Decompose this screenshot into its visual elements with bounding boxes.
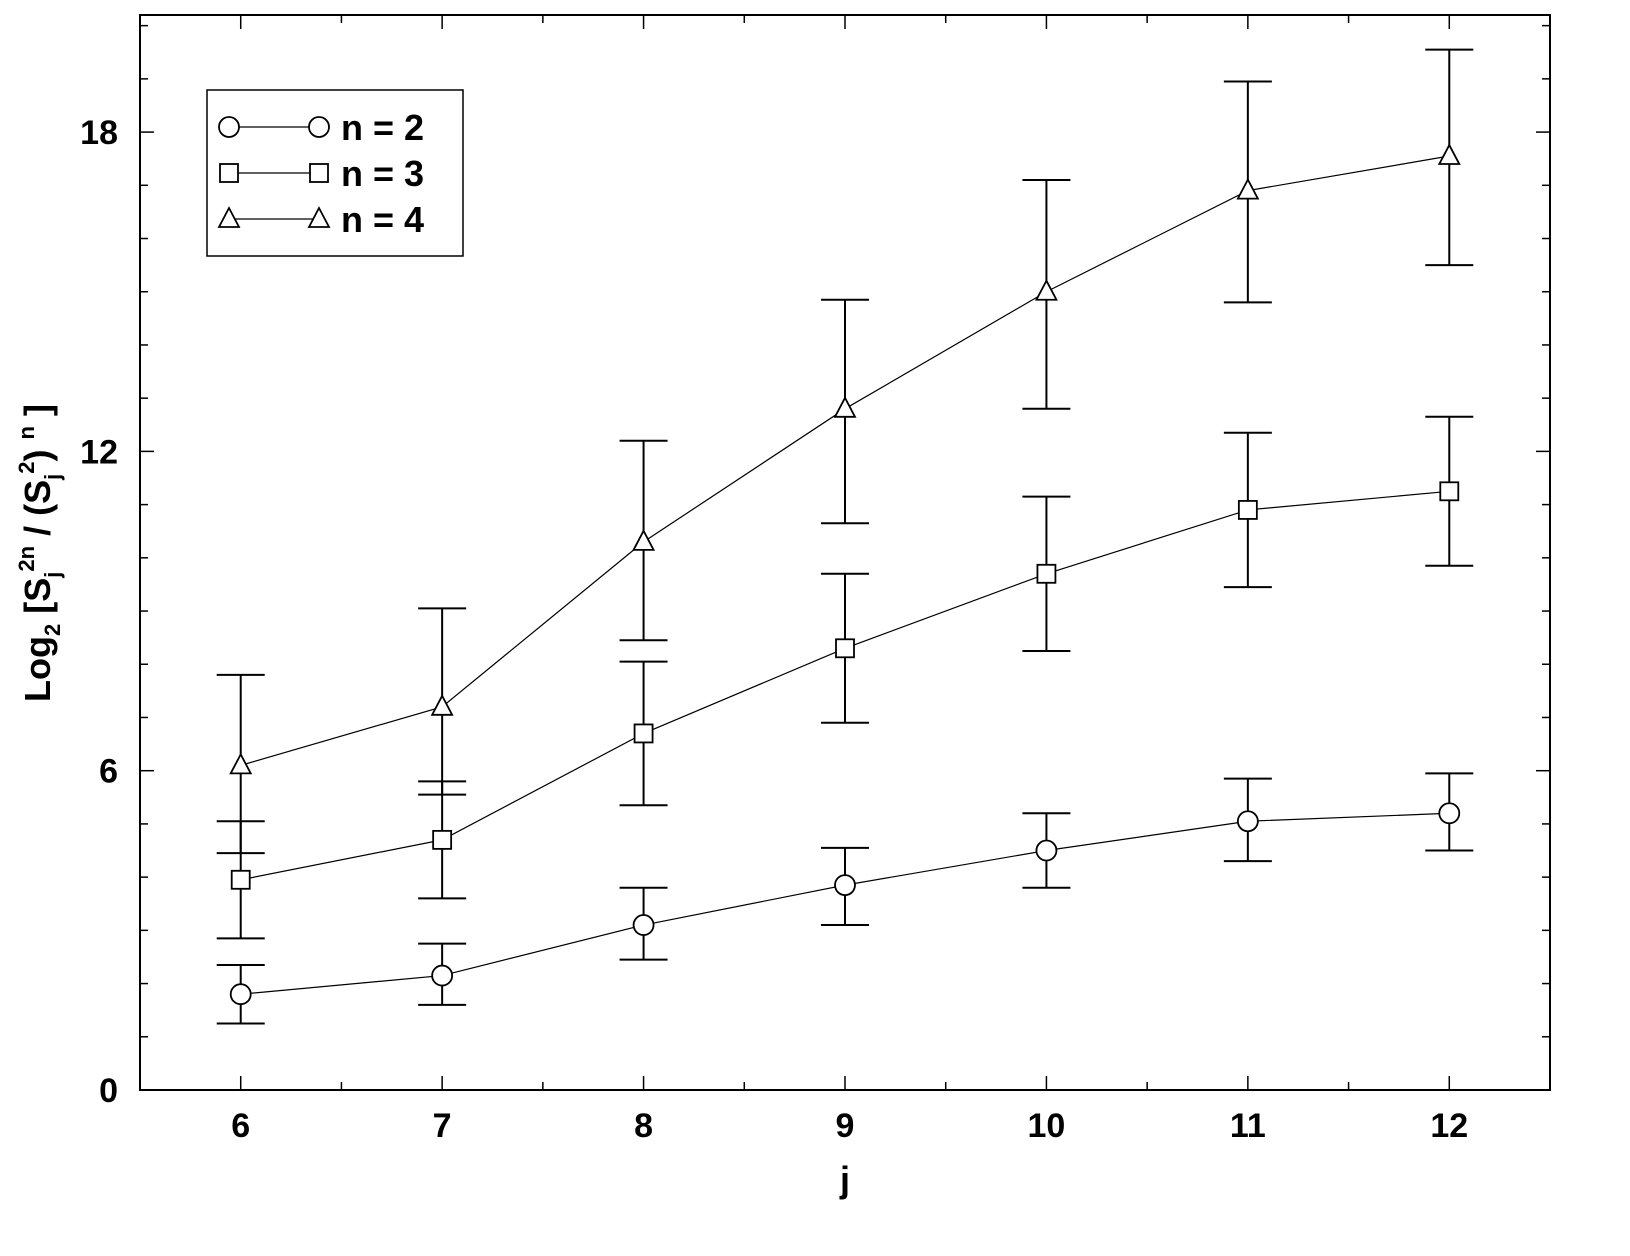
legend-label: n = 4 [341,199,424,240]
legend-marker-triangle [217,206,241,228]
y-label-sup3: n [14,426,39,439]
data-point-triangle [1437,143,1461,165]
y-label-open: [S [17,578,58,614]
data-point-circle [1438,802,1461,825]
legend-item: n = 3 [219,153,424,194]
data-point-square [1237,500,1258,520]
data-point-square [1439,481,1460,502]
data-point-square [230,869,251,890]
y-tick-label: 18 [80,114,118,152]
legend-items: n = 2 n = 3 n = 4 [217,107,424,240]
data-point-square [835,638,855,659]
data-point-triangle [430,693,454,716]
data-point-triangle [1034,278,1058,301]
y-tick-label: 6 [99,753,118,791]
data-point-triangle [229,752,253,775]
y-tick-label: 0 [99,1072,118,1110]
legend-marker-square [309,163,329,183]
y-label-mid: / (S [17,480,58,536]
data-point-triangle [632,528,656,551]
legend-item: n = 2 [218,107,424,148]
x-tick-label: 7 [433,1107,452,1145]
data-point-circle [834,874,856,897]
y-label-close-paren: ) [17,450,58,462]
data-point-square [432,829,453,850]
x-tick-label: 10 [1028,1107,1066,1145]
data-point-square [633,723,654,744]
legend-marker-circle [218,116,240,138]
series-triangle [216,48,1474,855]
data-point-circle [1035,839,1058,862]
legend-label: n = 3 [341,153,424,194]
legend-item: n = 4 [217,199,424,240]
data-point-square [1036,563,1057,584]
legend: n = 2 n = 3 n = 4 [206,89,464,257]
y-label-sub2: j [40,474,65,481]
legend-marker-triangle [307,206,331,228]
y-label-sub1: j [40,572,65,579]
y-label-log: Log [17,636,58,702]
x-tick-label: 12 [1430,1107,1468,1145]
legend-marker-square [219,163,239,183]
x-tick-label: 9 [836,1107,855,1145]
tick-labels: 6 7 8 9 10 11 12 0 6 12 18 [80,114,1468,1145]
series-circle [216,772,1474,1025]
y-axis-label: Log2 [Sj2n / (Sj2)n ] [14,404,65,702]
data-point-triangle [1236,177,1260,200]
data-point-circle [229,983,252,1006]
y-label-close: ] [17,404,58,416]
x-tick-label: 11 [1230,1107,1266,1145]
y-tick-label: 12 [80,433,118,471]
data-point-circle [431,964,454,987]
axis-ticks [139,15,1551,1091]
data-point-triangle [833,395,857,418]
data-point-circle [632,914,655,936]
legend-marker-circle [308,116,330,138]
y-label-sup1: 2n [14,546,39,572]
y-label-sup2: 2 [14,462,39,474]
y-label-base: 2 [40,624,65,636]
data-point-circle [1236,810,1259,833]
series-layer [216,48,1474,1025]
x-axis-label: j [839,1159,850,1200]
x-tick-label: 8 [634,1107,653,1145]
x-tick-label: 6 [231,1107,250,1145]
legend-label: n = 2 [341,107,424,148]
svg-text:Log2 [Sj2n / (Sj2)n ]: Log2 [Sj2n / (Sj2)n ] [14,404,65,702]
